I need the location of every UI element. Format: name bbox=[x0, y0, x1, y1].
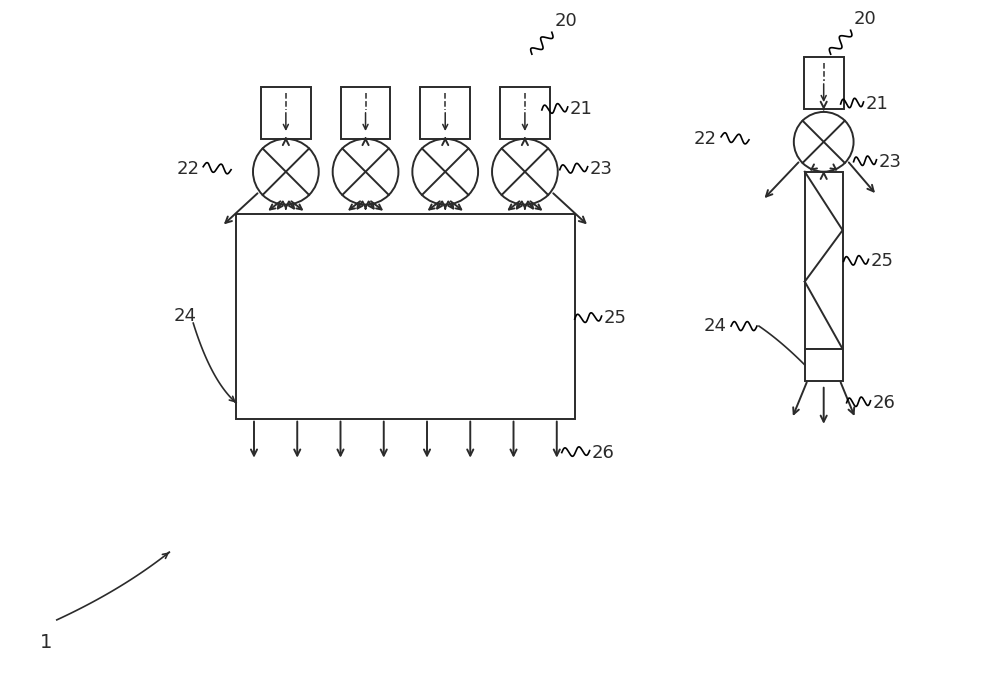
Text: 26: 26 bbox=[872, 394, 895, 412]
Text: 23: 23 bbox=[590, 160, 613, 178]
Bar bbox=[500, 87, 550, 139]
Text: 20: 20 bbox=[555, 12, 578, 30]
Text: 21: 21 bbox=[866, 95, 888, 113]
Text: 22: 22 bbox=[176, 160, 199, 178]
Text: 20: 20 bbox=[854, 10, 876, 28]
Bar bbox=[420, 87, 470, 139]
Bar bbox=[341, 87, 390, 139]
Text: 25: 25 bbox=[604, 309, 627, 327]
Text: 24: 24 bbox=[173, 307, 196, 325]
Bar bbox=[236, 214, 575, 419]
Bar bbox=[261, 87, 311, 139]
Text: 22: 22 bbox=[694, 130, 717, 148]
Text: 25: 25 bbox=[871, 252, 894, 270]
Text: 26: 26 bbox=[592, 444, 615, 462]
Text: 1: 1 bbox=[40, 633, 52, 652]
Bar bbox=[805, 171, 843, 349]
Text: 23: 23 bbox=[878, 153, 901, 171]
Text: 21: 21 bbox=[570, 100, 593, 118]
Bar bbox=[805, 349, 843, 381]
Text: 24: 24 bbox=[704, 317, 727, 335]
Bar bbox=[804, 57, 844, 109]
